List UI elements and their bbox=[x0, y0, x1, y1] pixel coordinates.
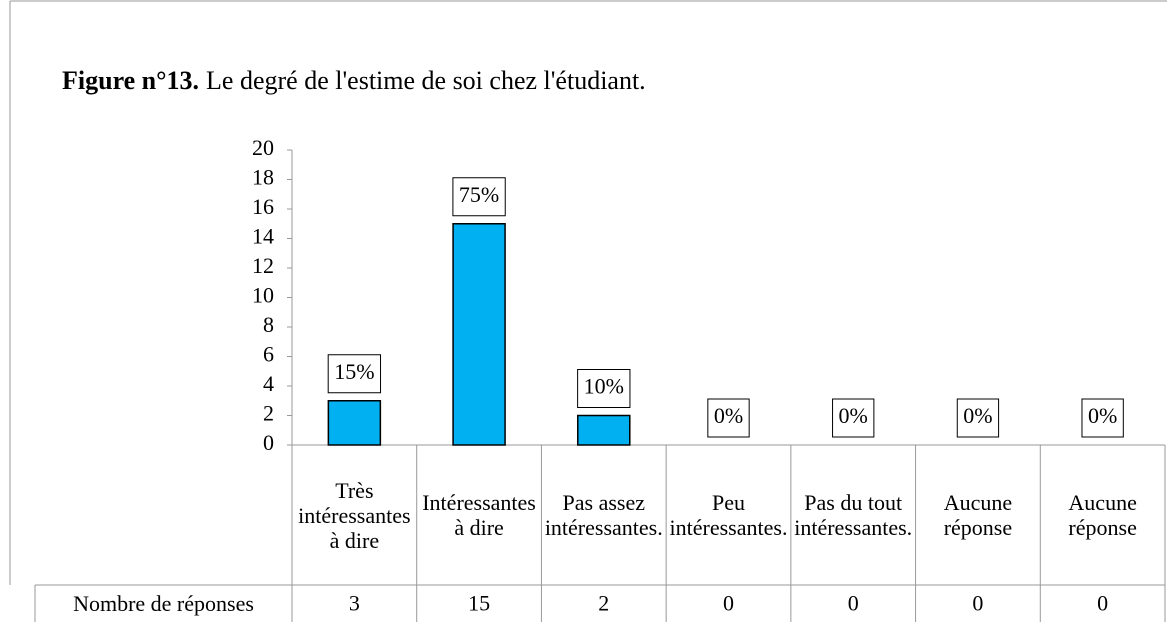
x-tick-label: Aucune réponse bbox=[1068, 490, 1137, 540]
table-value: 15 bbox=[468, 591, 490, 616]
x-tick-label-box: Aucune réponse bbox=[1068, 490, 1137, 540]
y-tick-label: 12 bbox=[252, 253, 274, 278]
title-text: Le degré de l'estime de soi chez l'étudi… bbox=[206, 66, 646, 95]
y-tick-label: 20 bbox=[252, 135, 274, 160]
data-label-box bbox=[956, 398, 1000, 438]
table-value: 2 bbox=[598, 591, 609, 616]
data-label-box bbox=[327, 354, 382, 394]
data-label: 10% bbox=[584, 374, 624, 399]
y-tick-label: 4 bbox=[263, 371, 274, 396]
x-tick-label-box: Pas du tout intéressantes. bbox=[794, 490, 913, 540]
data-label: 15% bbox=[334, 359, 374, 384]
table-row-label-box: Nombre de réponses bbox=[73, 591, 254, 616]
table-row-label: Nombre de réponses bbox=[73, 591, 254, 616]
chart-title: Figure n°13. Le degré de l'estime de soi … bbox=[62, 66, 646, 95]
data-label: 75% bbox=[459, 182, 499, 207]
bar bbox=[452, 223, 506, 446]
data-label-box bbox=[1081, 398, 1124, 438]
x-tick-label: Pas du tout intéressantes. bbox=[794, 490, 913, 540]
data-label: 0% bbox=[839, 403, 868, 428]
data-label-box bbox=[707, 398, 750, 438]
y-tick-label: 2 bbox=[263, 401, 274, 426]
data-label-box bbox=[577, 369, 631, 408]
x-tick-label-box: Très intéressantes à dire bbox=[298, 477, 411, 553]
data-label: 0% bbox=[1088, 403, 1117, 428]
x-tick-label-box: Aucune réponse bbox=[943, 490, 1013, 540]
x-tick-label: Peu intéressantes. bbox=[669, 490, 788, 540]
y-tick-label: 6 bbox=[263, 342, 274, 367]
x-tick-label: Très intéressantes à dire bbox=[298, 477, 411, 553]
table-value: 0 bbox=[723, 591, 734, 616]
x-tick-label-box: Pas assez intéressantes. bbox=[544, 490, 663, 540]
y-tick-label: 14 bbox=[252, 224, 274, 249]
x-tick-label-box: Intéressantes à dire bbox=[422, 490, 536, 540]
x-tick-label: Pas assez intéressantes. bbox=[544, 490, 663, 540]
y-tick-label: 8 bbox=[263, 312, 274, 337]
y-tick-label: 10 bbox=[252, 283, 274, 308]
data-label: 0% bbox=[963, 403, 992, 428]
data-label-box bbox=[832, 398, 875, 438]
table-value: 0 bbox=[848, 591, 859, 616]
x-tick-label: Intéressantes à dire bbox=[422, 490, 536, 540]
y-tick-label: 16 bbox=[252, 194, 274, 219]
table-value: 3 bbox=[349, 591, 360, 616]
bar bbox=[577, 414, 631, 446]
data-label-box bbox=[452, 177, 506, 217]
data-label: 0% bbox=[714, 403, 743, 428]
table-value: 0 bbox=[972, 591, 983, 616]
x-tick-label: Aucune réponse bbox=[943, 490, 1013, 540]
bar bbox=[327, 400, 382, 446]
y-tick-label: 18 bbox=[252, 165, 274, 190]
title-label: Figure n°13. bbox=[62, 66, 199, 95]
y-tick-label: 0 bbox=[263, 430, 274, 455]
x-tick-label-box: Peu intéressantes. bbox=[669, 490, 788, 540]
table-value: 0 bbox=[1097, 591, 1108, 616]
